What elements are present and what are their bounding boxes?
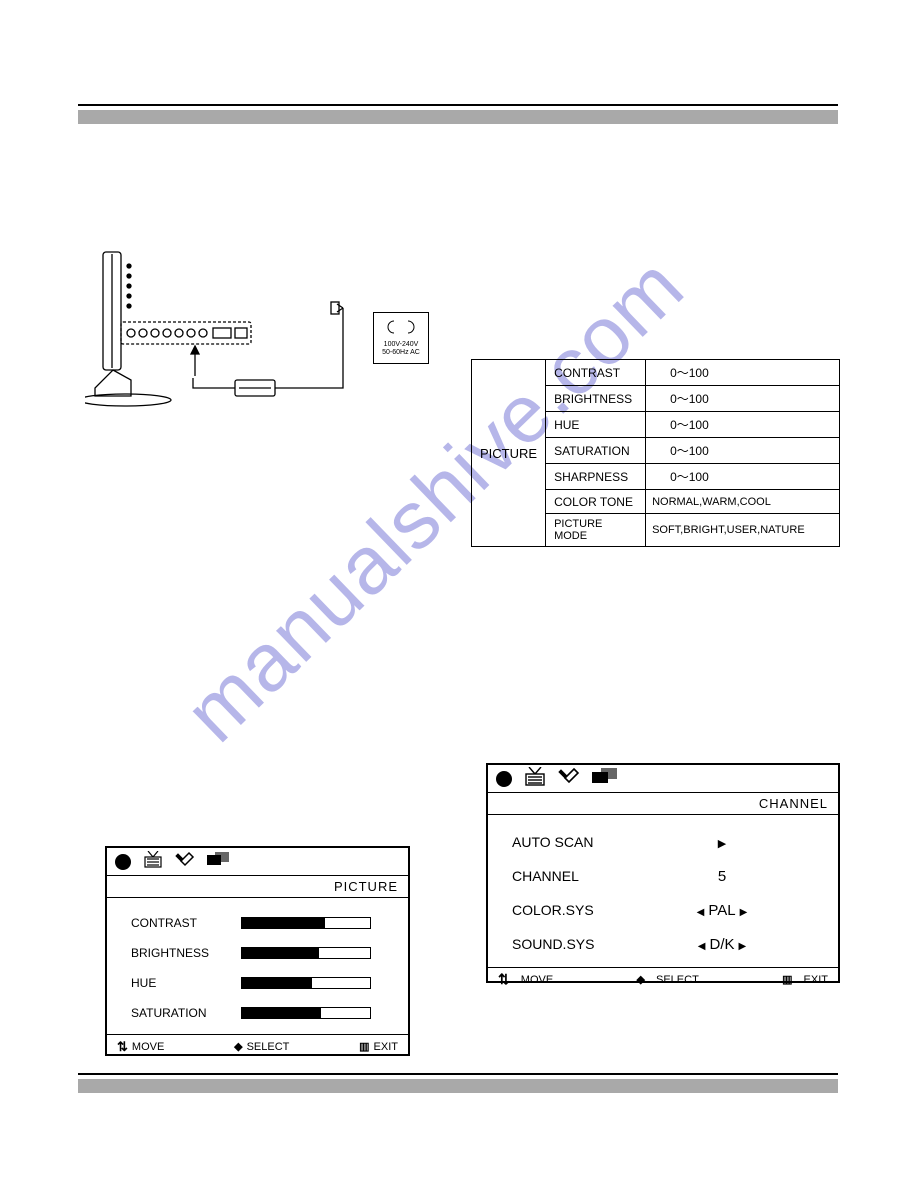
outlet-voltage: 100V-240V bbox=[374, 341, 428, 349]
osd-title: CHANNEL bbox=[488, 793, 838, 815]
outlet-pins-icon bbox=[374, 319, 428, 337]
osd-tab-bar bbox=[107, 848, 408, 876]
osd-item-value: PAL bbox=[662, 902, 782, 919]
slider-bar[interactable] bbox=[241, 1007, 371, 1019]
param-cell: COLOR TONE bbox=[546, 490, 646, 514]
osd-item-label: CHANNEL bbox=[512, 868, 662, 884]
picture-tab-icon[interactable] bbox=[496, 771, 512, 787]
osd-item[interactable]: CHANNEL 5 bbox=[512, 859, 822, 893]
osd-item[interactable]: CONTRAST bbox=[131, 908, 392, 938]
rule-bottom bbox=[78, 1073, 838, 1075]
extra-tab-icon[interactable] bbox=[592, 768, 618, 789]
slider-bar[interactable] bbox=[241, 977, 371, 989]
osd-channel-menu: CHANNEL AUTO SCAN CHANNEL 5 COLOR.SYS PA… bbox=[486, 763, 840, 983]
extra-tab-icon[interactable] bbox=[207, 852, 231, 871]
footer-exit: ▥ EXIT bbox=[782, 973, 828, 986]
osd-item[interactable]: COLOR.SYS PAL bbox=[512, 893, 822, 927]
param-cell: BRIGHTNESS bbox=[546, 386, 646, 412]
outlet-freq: 50-60Hz AC bbox=[374, 349, 428, 357]
osd-footer: ⇅MOVE ◆SELECT ▥EXIT bbox=[107, 1034, 408, 1058]
value-cell: 0～100 bbox=[646, 360, 840, 386]
value-cell: NORMAL,WARM,COOL bbox=[646, 490, 840, 514]
osd-item-label: HUE bbox=[131, 976, 241, 990]
osd-picture-menu: PICTURE CONTRAST BRIGHTNESS HUE SATURATI… bbox=[105, 846, 410, 1056]
gray-bar-bottom bbox=[78, 1079, 838, 1093]
tools-tab-icon[interactable] bbox=[558, 767, 580, 790]
param-cell: HUE bbox=[546, 412, 646, 438]
param-cell: PICTURE MODE bbox=[546, 514, 646, 547]
value-cell: 0～100 bbox=[646, 412, 840, 438]
osd-item-label: CONTRAST bbox=[131, 916, 241, 930]
param-cell: CONTRAST bbox=[546, 360, 646, 386]
value-cell: 0～100 bbox=[646, 464, 840, 490]
osd-tab-bar bbox=[488, 765, 838, 793]
osd-item-label: BRIGHTNESS bbox=[131, 946, 241, 960]
param-cell: SHARPNESS bbox=[546, 464, 646, 490]
play-icon bbox=[662, 834, 782, 851]
picture-category-cell: PICTURE bbox=[472, 360, 546, 547]
tools-tab-icon[interactable] bbox=[175, 851, 195, 872]
osd-item[interactable]: AUTO SCAN bbox=[512, 825, 822, 859]
osd-item[interactable]: HUE bbox=[131, 968, 392, 998]
param-cell: SATURATION bbox=[546, 438, 646, 464]
osd-item-label: SOUND.SYS bbox=[512, 936, 662, 952]
power-outlet: 100V-240V 50-60Hz AC bbox=[373, 312, 429, 364]
picture-params-table: PICTURE CONTRAST 0～100 BRIGHTNESS 0～100 … bbox=[471, 359, 840, 547]
osd-footer: ⇅ MOVE ◆ SELECT ▥ EXIT bbox=[488, 967, 838, 991]
rule-top bbox=[78, 104, 838, 106]
slider-bar[interactable] bbox=[241, 947, 371, 959]
picture-tab-icon[interactable] bbox=[115, 854, 131, 870]
footer-select: ◆ SELECT bbox=[636, 973, 698, 986]
osd-item-label: SATURATION bbox=[131, 1006, 241, 1020]
osd-item[interactable]: SATURATION bbox=[131, 998, 392, 1028]
footer-exit: ▥EXIT bbox=[359, 1040, 398, 1053]
footer-select: ◆SELECT bbox=[234, 1040, 289, 1053]
value-cell: 0～100 bbox=[646, 438, 840, 464]
osd-item[interactable]: SOUND.SYS D/K bbox=[512, 927, 822, 961]
gray-bar-top bbox=[78, 110, 838, 124]
value-cell: 0～100 bbox=[646, 386, 840, 412]
tv-tab-icon[interactable] bbox=[524, 767, 546, 790]
osd-item[interactable]: BRIGHTNESS bbox=[131, 938, 392, 968]
osd-item-value: 5 bbox=[662, 868, 782, 885]
osd-item-label: COLOR.SYS bbox=[512, 902, 662, 918]
tv-illustration bbox=[85, 248, 345, 423]
osd-title: PICTURE bbox=[107, 876, 408, 898]
tv-tab-icon[interactable] bbox=[143, 851, 163, 872]
value-cell: SOFT,BRIGHT,USER,NATURE bbox=[646, 514, 840, 547]
osd-item-value: D/K bbox=[662, 936, 782, 953]
footer-move: ⇅MOVE bbox=[117, 1039, 164, 1055]
osd-item-label: AUTO SCAN bbox=[512, 834, 662, 850]
slider-bar[interactable] bbox=[241, 917, 371, 929]
footer-move: ⇅ MOVE bbox=[498, 971, 553, 988]
